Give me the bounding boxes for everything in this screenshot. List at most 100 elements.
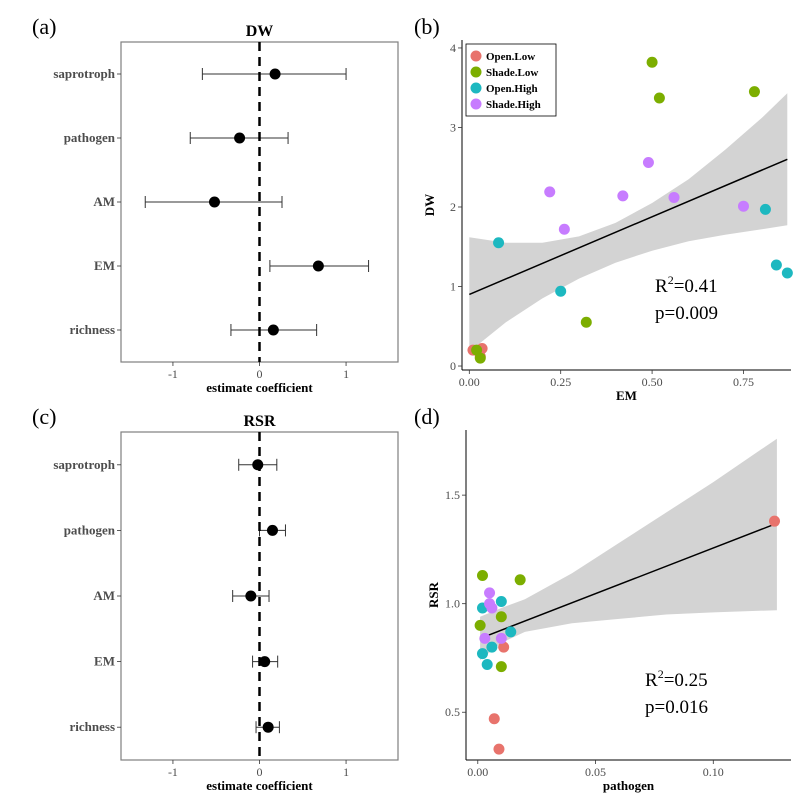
x-axis-label: estimate coefficient — [206, 778, 313, 793]
category-label: pathogen — [64, 522, 116, 537]
category-label: richness — [70, 719, 116, 734]
legend-swatch — [470, 66, 482, 78]
category-label: EM — [94, 654, 115, 669]
x-tick-label: 0.10 — [703, 765, 724, 779]
estimate-point — [269, 68, 281, 80]
x-axis-label: pathogen — [603, 778, 655, 793]
data-point — [474, 352, 486, 364]
estimate-point — [208, 196, 220, 208]
legend-swatch — [470, 98, 482, 110]
r-squared-prefix: R — [645, 670, 658, 691]
confidence-band — [480, 438, 777, 661]
legend-label: Shade.High — [486, 99, 541, 111]
y-tick-label: 4 — [450, 41, 456, 55]
x-tick-label: -1 — [168, 765, 178, 779]
data-point — [495, 611, 507, 623]
regression-line — [469, 158, 788, 296]
y-tick-label: 1 — [450, 280, 456, 294]
x-tick-label: 0.05 — [585, 765, 606, 779]
estimate-point — [267, 324, 279, 336]
estimate-point — [252, 459, 264, 471]
category-label: EM — [94, 258, 115, 273]
estimate-point — [262, 721, 274, 733]
y-axis-label: RSR — [426, 581, 441, 608]
data-point — [486, 602, 498, 614]
data-point — [653, 92, 665, 104]
x-tick-label: 0.00 — [467, 765, 488, 779]
category-label: saprotroph — [53, 457, 115, 472]
data-point — [488, 713, 500, 725]
data-point — [514, 574, 526, 586]
data-point — [759, 203, 771, 215]
legend-swatch — [470, 82, 482, 94]
scatter-plot-rsr-pathogen: 0.00 0.05 0.10 0.5 1.0 1.5 pathogen RSR R2=0.25 p… — [426, 430, 791, 793]
r-squared-superscript: 2 — [658, 667, 664, 681]
y-axis-label: DW — [422, 194, 437, 216]
legend-swatch — [470, 50, 482, 62]
y-tick-label: 2 — [450, 200, 456, 214]
p-value-annotation: p=0.016 — [645, 697, 708, 718]
category-label: AM — [93, 194, 115, 209]
r-squared-value: =0.41 — [674, 276, 718, 297]
x-tick-label: 0.50 — [642, 375, 663, 389]
data-point — [769, 515, 781, 527]
forest-plot-dw: DW saprotroph pathogen AM EM richness -1 0 1 esti… — [53, 23, 399, 395]
plot-title: DW — [246, 23, 274, 40]
data-point — [476, 569, 488, 581]
panel-label-a: (a) — [32, 14, 56, 39]
data-point — [481, 658, 493, 670]
x-tick-label: 0.00 — [459, 375, 480, 389]
data-point — [495, 632, 507, 644]
y-tick-label: 1.0 — [445, 597, 460, 611]
panel-label-b: (b) — [414, 14, 440, 39]
legend-label: Open.Low — [486, 51, 535, 63]
data-point — [558, 223, 570, 235]
estimate-point — [266, 524, 278, 536]
estimate-point — [312, 260, 324, 272]
r-squared-prefix: R — [655, 276, 668, 297]
data-point — [495, 661, 507, 673]
panel-label-d: (d) — [414, 404, 440, 429]
y-tick-label: 0 — [450, 359, 456, 373]
data-point — [474, 619, 486, 631]
data-point — [781, 267, 793, 279]
data-point — [544, 186, 556, 198]
y-tick-label: 3 — [450, 120, 456, 134]
data-point — [479, 632, 491, 644]
category-label: richness — [70, 322, 116, 337]
data-point — [737, 200, 749, 212]
r-squared-superscript: 2 — [668, 273, 674, 287]
data-point — [748, 86, 760, 98]
estimate-point — [245, 590, 257, 602]
panel-label-c: (c) — [32, 404, 56, 429]
x-tick-label: 0 — [257, 367, 263, 381]
r-squared-annotation: R2=0.25 — [645, 667, 708, 691]
legend-label: Open.High — [486, 83, 538, 95]
data-point — [484, 587, 496, 599]
data-point — [617, 190, 629, 202]
category-label: pathogen — [64, 130, 116, 145]
data-point — [493, 237, 505, 249]
x-tick-label: -1 — [168, 367, 178, 381]
data-point — [476, 648, 488, 660]
estimate-point — [259, 656, 271, 668]
category-label: saprotroph — [53, 66, 115, 81]
r-squared-value: =0.25 — [664, 670, 708, 691]
data-point — [642, 156, 654, 168]
data-point — [555, 285, 567, 297]
legend-label: Shade.Low — [486, 67, 538, 79]
x-tick-label: 0 — [257, 765, 263, 779]
confidence-band — [469, 93, 788, 352]
data-point — [646, 56, 658, 68]
x-axis-label: EM — [616, 388, 637, 403]
x-tick-label: 0.25 — [550, 375, 571, 389]
data-point — [495, 596, 507, 608]
scatter-plot-dw-em: 0.00 0.25 0.50 0.7501234EMDWR2=0.41p=0.009O… — [422, 40, 793, 403]
y-tick-label: 0.5 — [445, 705, 460, 719]
r-squared-annotation: R2=0.41 — [655, 273, 718, 297]
data-point — [668, 191, 680, 203]
x-tick-label: 0.75 — [733, 375, 754, 389]
x-tick-label: 1 — [343, 367, 349, 381]
forest-plot-rsr: RSR saprotroph pathogen AM EM richness -1 0 1 est… — [53, 413, 399, 793]
